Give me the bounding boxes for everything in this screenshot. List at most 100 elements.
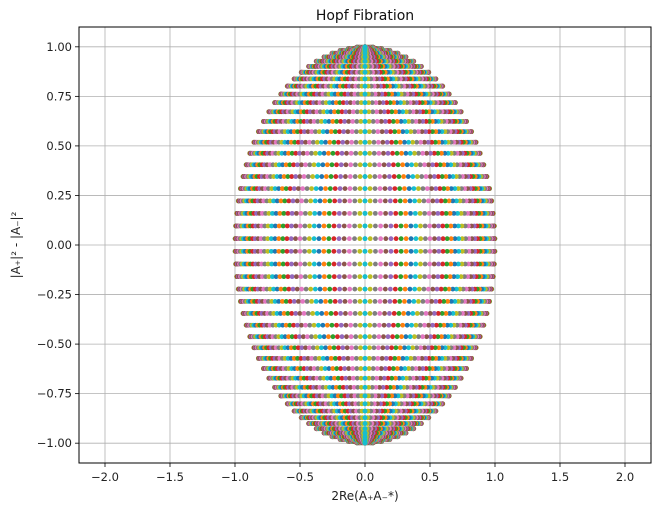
- data-point: [289, 223, 294, 229]
- data-point: [398, 366, 404, 371]
- data-point: [422, 322, 427, 328]
- data-point: [407, 150, 413, 156]
- data-point: [357, 174, 363, 179]
- data-point: [352, 261, 357, 267]
- data-point: [280, 162, 286, 168]
- data-point: [447, 174, 452, 179]
- data-point: [448, 322, 454, 328]
- data-point: [332, 298, 338, 304]
- data-point: [406, 345, 411, 351]
- data-point: [366, 355, 372, 361]
- data-point: [342, 210, 347, 216]
- data-point: [331, 345, 337, 351]
- data-point: [317, 274, 322, 280]
- data-point: [381, 322, 387, 328]
- data-point: [297, 261, 303, 267]
- data-point: [326, 223, 332, 229]
- data-point: [358, 345, 363, 351]
- data-point: [310, 139, 316, 145]
- data-point: [297, 248, 303, 254]
- data-point: [323, 139, 328, 145]
- data-point: [283, 298, 289, 304]
- data-point: [379, 355, 385, 361]
- data-point: [351, 100, 357, 106]
- data-point: [413, 366, 419, 371]
- data-point: [350, 119, 356, 124]
- data-point: [401, 174, 407, 179]
- data-point: [382, 311, 387, 316]
- data-point: [374, 375, 379, 381]
- data-point: [397, 298, 403, 304]
- data-point: [355, 393, 361, 399]
- data-point: [328, 355, 334, 361]
- data-point: [336, 236, 342, 242]
- series-40: [362, 44, 368, 446]
- data-point: [408, 355, 414, 361]
- data-point: [342, 393, 348, 399]
- data-point: [436, 139, 442, 145]
- data-point: [305, 355, 311, 361]
- data-point: [441, 322, 447, 328]
- data-point: [382, 174, 387, 179]
- data-point: [395, 322, 401, 328]
- data-point: [321, 334, 327, 340]
- data-point: [299, 198, 305, 204]
- data-point: [362, 129, 368, 135]
- data-point: [281, 274, 287, 280]
- data-point: [396, 375, 402, 381]
- data-point: [357, 274, 363, 280]
- data-point: [450, 174, 456, 179]
- data-point: [376, 345, 381, 351]
- data-point: [264, 286, 270, 292]
- data-point: [373, 223, 378, 229]
- data-point: [354, 129, 359, 135]
- data-point: [280, 223, 286, 229]
- data-point: [392, 298, 398, 304]
- data-point: [355, 100, 361, 106]
- data-point: [280, 236, 286, 242]
- data-point: [372, 274, 378, 280]
- data-point: [440, 248, 446, 254]
- data-point: [402, 139, 407, 145]
- data-point: [352, 210, 358, 216]
- data-point: [335, 109, 341, 115]
- data-point: [362, 298, 368, 304]
- data-point: [279, 186, 285, 192]
- data-point: [357, 248, 363, 254]
- data-point: [362, 150, 368, 156]
- data-point: [290, 286, 296, 292]
- data-point: [345, 355, 351, 361]
- data-point: [367, 261, 373, 267]
- data-point: [452, 223, 458, 229]
- data-point: [362, 139, 368, 145]
- data-point: [378, 248, 384, 254]
- data-point: [274, 286, 280, 292]
- data-point: [329, 162, 335, 168]
- data-point: [407, 375, 413, 381]
- data-point: [387, 198, 393, 204]
- data-point: [289, 150, 295, 156]
- data-point: [304, 334, 310, 340]
- data-point: [321, 274, 327, 280]
- data-point: [362, 375, 368, 381]
- data-point: [367, 150, 373, 156]
- data-point: [366, 100, 372, 106]
- data-point: [410, 345, 416, 351]
- data-point: [309, 129, 315, 135]
- data-point: [416, 334, 421, 340]
- data-point: [312, 198, 318, 204]
- data-point: [326, 366, 332, 371]
- data-point: [394, 384, 400, 390]
- data-point: [426, 210, 432, 216]
- data-point: [357, 150, 363, 156]
- data-point: [286, 334, 291, 340]
- data-point: [304, 150, 310, 156]
- data-point: [265, 223, 271, 229]
- data-point: [452, 261, 458, 267]
- data-point: [385, 109, 391, 115]
- data-point: [453, 174, 459, 179]
- data-point: [280, 248, 286, 254]
- data-point: [362, 54, 368, 60]
- data-point: [337, 198, 343, 204]
- data-point: [422, 162, 427, 168]
